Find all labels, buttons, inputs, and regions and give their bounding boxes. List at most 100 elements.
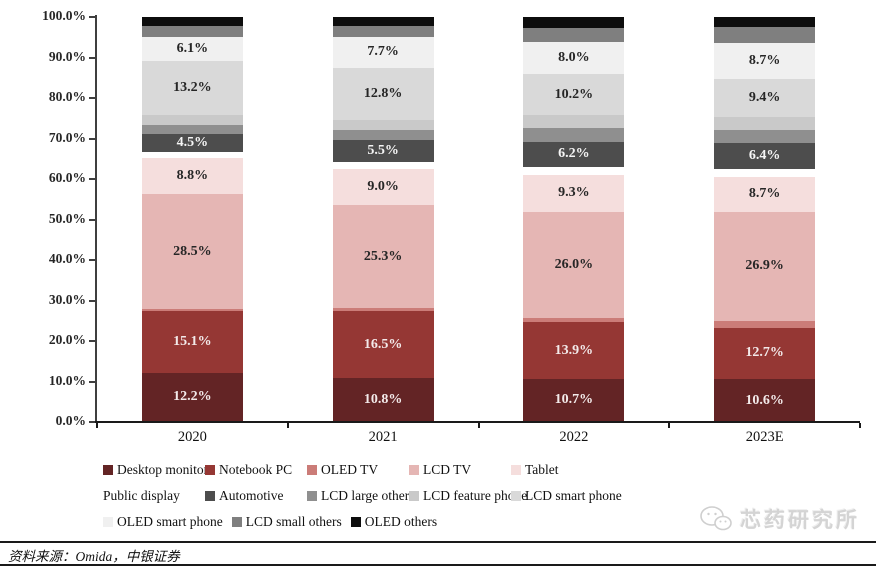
legend-swatch (231, 517, 242, 527)
bar-group-2021: 10.8% 16.5% 25.3% 9.0% 5.5% 12.8% 7.7% (288, 17, 479, 422)
legend-item-label: Public display (103, 488, 180, 503)
bar-segment-oled-tv (141, 309, 243, 312)
segment-value-label: 12.8% (363, 85, 403, 101)
bar-segment-tablet: 9.3% (523, 174, 625, 213)
bar-segment-lcd-tv: 28.5% (141, 194, 243, 310)
legend-item-label: LCD smart phone (525, 488, 622, 503)
legend-item-public-display: Public display (103, 488, 205, 504)
y-axis-tick-label: 20.0% (48, 332, 86, 347)
legend-swatch (205, 491, 215, 501)
bar-segment-lcd-large-others (332, 130, 434, 140)
bar-segment-lcd-smart-phone: 9.4% (714, 78, 816, 117)
bar-segment-lcd-small-others (714, 27, 816, 44)
bar-segment-automotive: 5.5% (332, 139, 434, 163)
segment-value-label: 10.2% (554, 86, 594, 102)
legend-row: Public display Automotive LCD large others… (103, 483, 823, 509)
y-axis-tick-label: 80.0% (48, 89, 86, 104)
x-axis-label-2020: 2020 (177, 429, 207, 445)
bar-segment-notebook-pc: 12.7% (714, 327, 816, 380)
legend-swatch (205, 465, 215, 475)
legend-item-label: Notebook PC (219, 462, 293, 477)
legend-item-label: OLED TV (321, 462, 379, 477)
legend-item-label: LCD feature phone (423, 488, 528, 503)
y-axis-tick (89, 56, 95, 59)
segment-value-label: 10.8% (363, 392, 403, 408)
legend-item-lcd-large-others: LCD large others (307, 488, 414, 504)
legend-swatch (409, 491, 419, 501)
bar-segment-lcd-large-others (141, 124, 243, 134)
bar-segment-desktop-monitor: 10.6% (714, 379, 816, 422)
bar-2022: 10.7% 13.9% 26.0% 9.3% 6.2% 10.2% 8.0% (523, 17, 625, 422)
segment-value-label: 8.7% (748, 53, 781, 69)
segment-value-label: 9.3% (558, 185, 590, 201)
y-axis-tick-label: 100.0% (42, 8, 86, 23)
bar-segment-automotive: 6.2% (523, 141, 625, 167)
legend-item-label: OLED smart phone (117, 514, 223, 529)
legend-swatch (409, 465, 419, 475)
legend-item-lcd-smart-phone: LCD smart phone (511, 488, 622, 504)
bar-segment-notebook-pc: 15.1% (141, 311, 243, 373)
bar-segment-lcd-tv: 26.0% (523, 212, 625, 318)
legend-item-notebook-pc: Notebook PC (205, 462, 307, 478)
bar-segment-lcd-smart-phone: 13.2% (141, 61, 243, 115)
legend-swatch (350, 517, 361, 527)
segment-value-label: 25.3% (363, 248, 403, 264)
legend-item-automotive: Automotive (205, 488, 307, 504)
segment-value-label: 12.7% (745, 345, 784, 361)
bar-segment-tablet: 8.8% (141, 158, 243, 195)
segment-value-label: 8.7% (748, 186, 781, 202)
y-axis-tick (89, 380, 95, 383)
x-axis-label-2022: 2022 (559, 429, 589, 445)
y-axis-tick (89, 299, 95, 302)
bar-segment-lcd-small-others (141, 26, 243, 37)
bar-segment-automotive: 4.5% (141, 133, 243, 152)
bar-segment-lcd-tv: 25.3% (332, 205, 434, 308)
bar-group-2023e: 10.6% 12.7% 26.9% 8.7% 6.4% 9.4% 8.7% (669, 17, 860, 422)
wechat-bubbles-icon (700, 506, 732, 531)
bar-segment-desktop-monitor: 12.2% (141, 372, 243, 422)
y-axis-tick-label: 30.0% (48, 291, 86, 307)
y-axis-tick-label: 10.0% (48, 372, 86, 388)
segment-value-label: 15.1% (173, 334, 212, 350)
bar-segment-oled-tv (332, 307, 434, 312)
bar-segment-oled-others (714, 17, 816, 28)
source-note: 资料来源：Omida，中银证券 (8, 549, 180, 564)
segment-value-label: 9.4% (748, 89, 781, 105)
legend-item-label: Automotive (219, 488, 284, 503)
bar-segment-oled-smart-phone: 6.1% (141, 36, 243, 62)
segment-value-label: 10.7% (554, 392, 594, 408)
segment-value-label: 13.9% (554, 342, 594, 358)
segment-value-label: 4.5% (176, 134, 209, 150)
y-axis-tick-label: 90.0% (48, 48, 86, 64)
segment-value-label: 28.5% (173, 243, 212, 259)
legend-item-label: LCD small others (245, 514, 342, 529)
bar-segment-lcd-large-others (714, 130, 816, 144)
segment-value-label: 6.1% (176, 40, 209, 56)
bottom-border-line (0, 564, 876, 566)
watermark-text: 芯药研究所 (740, 508, 860, 532)
legend-item-oled-others: OLED others (350, 514, 437, 530)
x-axis-tick (668, 423, 671, 428)
y-axis-tick (89, 178, 95, 180)
bar-segment-notebook-pc: 13.9% (523, 322, 625, 379)
segment-value-label: 6.4% (748, 148, 781, 164)
legend-swatch (103, 517, 113, 527)
bar-2021: 10.8% 16.5% 25.3% 9.0% 5.5% 12.8% 7.7% (332, 17, 434, 422)
segment-value-label: 8.0% (558, 49, 590, 65)
segment-value-label: 16.5% (363, 336, 403, 352)
bar-segment-public-display (141, 151, 243, 159)
bar-segment-public-display (714, 169, 816, 177)
legend-item-lcd-tv: LCD TV (409, 462, 511, 478)
bar-segment-public-display (332, 162, 434, 169)
bar-segment-automotive: 6.4% (714, 143, 816, 170)
bar-segment-lcd-large-others (523, 128, 625, 142)
bar-segment-lcd-smart-phone: 12.8% (332, 67, 434, 120)
x-axis-tick (859, 423, 861, 428)
segment-value-label: 8.8% (176, 168, 209, 184)
bar-segment-oled-tv (714, 320, 816, 328)
bar-segment-lcd-feature-phone (332, 119, 434, 131)
y-axis-tick (89, 137, 95, 140)
segment-value-label: 7.7% (367, 44, 399, 60)
legend-row: OLED smart phone LCD small others OLED oth… (103, 509, 823, 535)
